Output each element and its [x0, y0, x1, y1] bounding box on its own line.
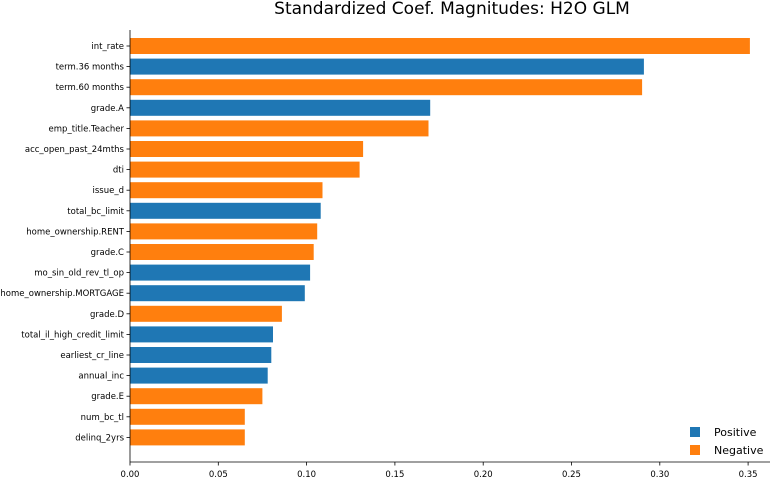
bar-annual-inc	[130, 367, 268, 384]
category-label: int_rate	[91, 42, 124, 52]
category-label: grade.E	[91, 392, 124, 402]
legend-swatch-negative	[690, 445, 700, 455]
bar-term-36-months	[130, 58, 644, 75]
legend-swatch-positive	[690, 427, 700, 437]
x-tick-label: 0.25	[562, 470, 581, 480]
category-label: mo_sin_old_rev_tl_op	[34, 269, 124, 279]
legend-label-negative: Negative	[714, 444, 764, 457]
legend: Positive Negative	[690, 426, 764, 457]
bars-layer	[130, 38, 750, 446]
category-label: num_bc_tl	[81, 413, 124, 423]
bar-int-rate	[130, 38, 750, 54]
bar-delinq-2yrs	[130, 429, 245, 446]
bar-earliest-cr-line	[130, 347, 272, 363]
bar-total-bc-limit	[130, 202, 321, 219]
x-tick-label: 0.35	[739, 470, 758, 480]
bar-emp-title-teacher	[130, 120, 429, 137]
category-label: term.36 months	[56, 63, 125, 73]
bar-issue-d	[130, 182, 323, 199]
bar-home-ownership-rent	[130, 223, 318, 240]
category-label: emp_title.Teacher	[49, 124, 125, 134]
legend-label-positive: Positive	[714, 426, 757, 439]
x-tick-label: 0.15	[385, 470, 404, 480]
bar-acc-open-past-24mths	[130, 141, 364, 157]
bar-grade-c	[130, 244, 314, 260]
category-label: grade.D	[90, 310, 124, 320]
x-tick-label: 0.30	[650, 470, 669, 480]
x-tick-label: 0.20	[474, 470, 493, 480]
bar-grade-e	[130, 388, 263, 405]
category-label: home_ownership.MORTGAGE	[0, 289, 124, 299]
x-tick-label: 0.00	[121, 470, 140, 480]
category-label: delinq_2yrs	[75, 433, 124, 443]
bar-num-bc-tl	[130, 408, 245, 425]
bar-grade-d	[130, 305, 282, 322]
x-tick-label: 0.05	[209, 470, 228, 480]
category-label: dti	[113, 166, 124, 176]
bar-total-il-high-credit-limit	[130, 326, 273, 343]
category-label: earliest_cr_line	[60, 351, 124, 361]
category-label: term.60 months	[56, 83, 125, 93]
category-labels: int_rate term.36 months term.60 months grad…	[0, 42, 130, 443]
bar-home-ownership-mortgage	[130, 285, 305, 302]
chart-title: Standardized Coef. Magnitudes: H2O GLM	[274, 0, 630, 19]
bar-mo-sin-old-rev-tl-op	[130, 264, 311, 281]
category-label: total_il_high_credit_limit	[21, 330, 124, 340]
category-label: home_ownership.RENT	[26, 227, 125, 237]
bar-grade-a	[130, 99, 431, 116]
category-label: issue_d	[93, 186, 124, 196]
x-tick-label: 0.10	[297, 470, 316, 480]
category-label: acc_open_past_24mths	[25, 145, 125, 155]
x-axis-ticks: 0.00 0.05 0.10 0.15 0.20 0.25 0.30 0.35	[121, 462, 758, 480]
bar-dti	[130, 161, 360, 178]
category-label: grade.A	[91, 104, 124, 114]
category-label: annual_inc	[78, 372, 124, 382]
bar-term-60-months	[130, 79, 643, 96]
category-label: grade.C	[91, 248, 124, 258]
category-label: total_bc_limit	[67, 207, 124, 217]
